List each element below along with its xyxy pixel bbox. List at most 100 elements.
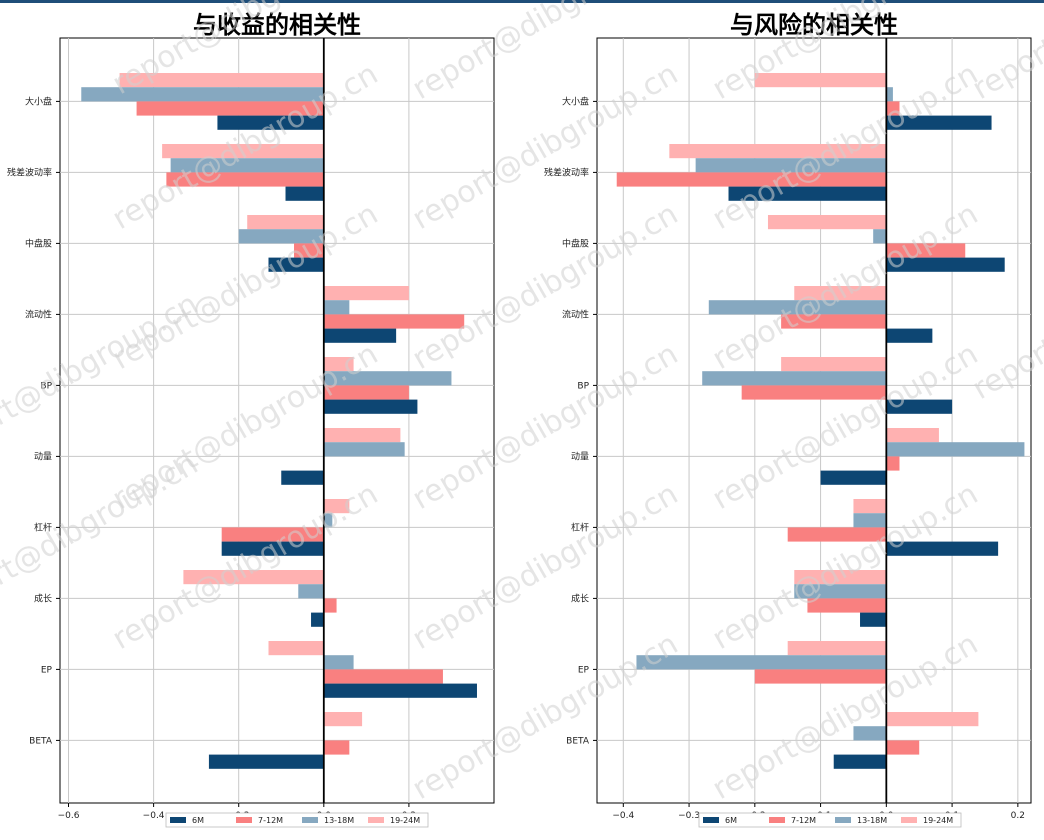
bar-13-18M-BP <box>323 371 452 386</box>
bar-6M-动量 <box>820 470 887 485</box>
bar-13-18M-流动性 <box>708 300 887 315</box>
category-label: EP <box>41 665 53 675</box>
bar-6M-中盘股 <box>268 257 324 272</box>
legend-swatch <box>769 817 785 823</box>
bar-13-18M-大小盘 <box>81 87 324 102</box>
bar-19-24M-EP <box>268 641 324 656</box>
bar-6M-BETA <box>833 754 887 769</box>
bar-19-24M-BP <box>781 357 887 372</box>
bar-13-18M-BP <box>702 371 887 386</box>
category-label: 成长 <box>571 592 589 604</box>
category-label: 动量 <box>34 451 52 462</box>
bar-6M-成长 <box>860 612 887 627</box>
legend-swatch <box>901 817 917 823</box>
bar-7-12M-大小盘 <box>886 101 900 116</box>
bar-7-12M-EP <box>754 669 887 684</box>
bar-19-24M-BETA <box>323 712 363 727</box>
bar-6M-中盘股 <box>886 257 1005 272</box>
legend-swatch <box>835 817 851 823</box>
bar-19-24M-残差波动率 <box>669 144 887 159</box>
bar-19-24M-成长 <box>183 570 324 585</box>
bar-19-24M-中盘股 <box>247 215 324 230</box>
bar-6M-流动性 <box>323 328 397 343</box>
bar-7-12M-EP <box>323 669 443 684</box>
legend-swatch <box>368 817 384 823</box>
chart-panel-1: −0.4−0.3−0.2−0.10.00.10.2大小盘残差波动率中盘股流动性B… <box>544 11 1032 828</box>
bar-13-18M-EP <box>636 655 887 670</box>
bar-7-12M-流动性 <box>781 314 887 329</box>
category-label: EP <box>578 665 590 675</box>
legend-label: 7-12M <box>791 816 816 825</box>
bar-6M-EP <box>323 683 477 698</box>
bar-19-24M-大小盘 <box>754 73 887 88</box>
bar-13-18M-动量 <box>323 442 405 457</box>
bar-7-12M-中盘股 <box>886 243 966 258</box>
x-tick-label: −0.4 <box>612 811 634 821</box>
bar-13-18M-成长 <box>794 584 887 599</box>
legend-swatch <box>170 817 186 823</box>
legend-frame <box>698 812 962 828</box>
bar-7-12M-大小盘 <box>136 101 324 116</box>
legend-label: 19-24M <box>390 816 420 825</box>
bar-13-18M-残差波动率 <box>170 158 324 173</box>
top-rule <box>0 0 1044 3</box>
legend: 6M 7-12M 13-18M 19-24M <box>165 812 429 828</box>
category-label: BP <box>40 381 52 391</box>
chart-panel-0: −0.6−0.4−0.20.00.2大小盘残差波动率中盘股流动性BP动量杠杆成长… <box>7 11 495 828</box>
bar-6M-成长 <box>311 612 324 627</box>
bar-7-12M-中盘股 <box>294 243 324 258</box>
bar-6M-杠杆 <box>221 541 324 556</box>
bar-19-24M-中盘股 <box>767 215 887 230</box>
legend-swatch <box>302 817 318 823</box>
bar-7-12M-杠杆 <box>787 527 887 542</box>
bar-13-18M-杠杆 <box>323 513 333 528</box>
bar-19-24M-流动性 <box>323 286 409 301</box>
bar-7-12M-BETA <box>886 740 920 755</box>
bar-19-24M-杠杆 <box>853 499 887 514</box>
legend: 6M 7-12M 13-18M 19-24M <box>698 812 962 828</box>
legend-label: 13-18M <box>324 816 354 825</box>
bar-7-12M-残差波动率 <box>616 172 887 187</box>
bar-13-18M-EP <box>323 655 354 670</box>
bar-19-24M-EP <box>787 641 887 656</box>
bar-6M-动量 <box>281 470 324 485</box>
legend-label: 13-18M <box>857 816 887 825</box>
legend-label: 6M <box>192 816 204 825</box>
category-label: 流动性 <box>562 308 589 320</box>
bar-7-12M-成长 <box>807 598 887 613</box>
legend-swatch <box>236 817 252 823</box>
bar-6M-流动性 <box>886 328 933 343</box>
legend-label: 6M <box>725 816 737 825</box>
category-label: 大小盘 <box>562 95 589 107</box>
bar-13-18M-大小盘 <box>886 87 893 102</box>
x-tick-label: −0.4 <box>143 811 165 821</box>
category-label: BP <box>577 381 589 391</box>
x-tick-label: −0.3 <box>678 811 700 821</box>
bar-19-24M-BP <box>323 357 354 372</box>
bar-19-24M-成长 <box>794 570 887 585</box>
category-label: 杠杆 <box>34 521 52 533</box>
category-label: 中盘股 <box>25 237 52 249</box>
category-label: 大小盘 <box>25 95 52 107</box>
bar-13-18M-中盘股 <box>238 229 324 244</box>
legend-label: 7-12M <box>258 816 283 825</box>
bar-13-18M-动量 <box>886 442 1025 457</box>
category-label: 杠杆 <box>571 521 589 533</box>
bar-7-12M-残差波动率 <box>166 172 324 187</box>
bar-19-24M-动量 <box>323 428 401 443</box>
bar-7-12M-杠杆 <box>221 527 324 542</box>
category-label: BETA <box>29 736 53 746</box>
bar-19-24M-杠杆 <box>323 499 350 514</box>
bar-7-12M-BETA <box>323 740 350 755</box>
bar-6M-BETA <box>208 754 324 769</box>
category-label: 残差波动率 <box>7 166 52 178</box>
legend-swatch <box>703 817 719 823</box>
bar-6M-BP <box>886 399 953 414</box>
chart-title: 与风险的相关性 <box>730 11 898 39</box>
bar-6M-大小盘 <box>886 115 992 130</box>
bar-7-12M-动量 <box>886 456 900 471</box>
bar-7-12M-成长 <box>323 598 337 613</box>
bar-13-18M-杠杆 <box>853 513 887 528</box>
category-label: BETA <box>566 736 590 746</box>
bar-13-18M-流动性 <box>323 300 350 315</box>
